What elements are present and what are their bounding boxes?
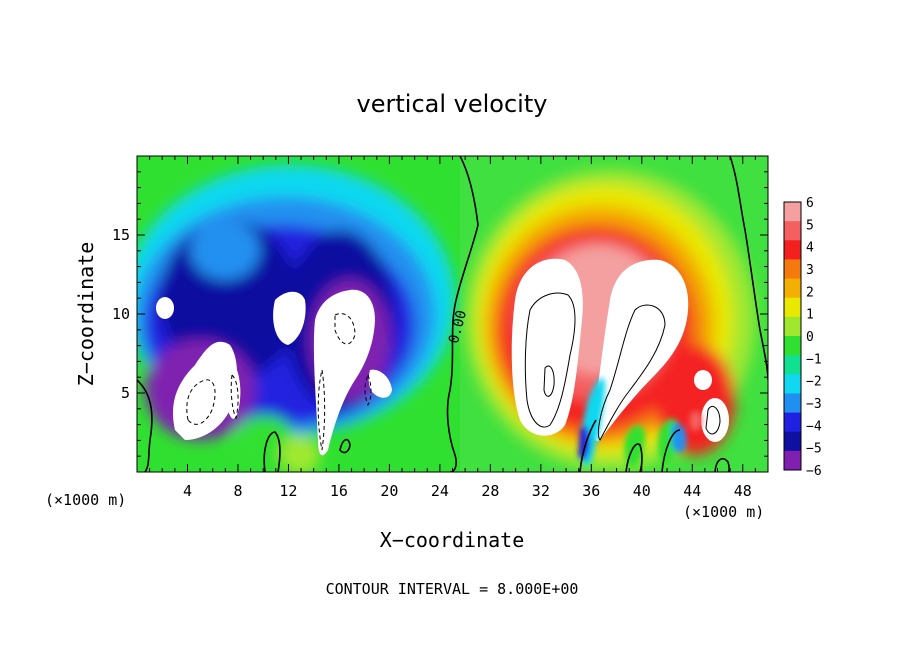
colorbar-label: −3: [806, 397, 822, 412]
x-tick-label: 28: [481, 482, 499, 500]
x-tick-label: 48: [734, 482, 752, 500]
y-tick-label: 15: [112, 226, 130, 244]
colorbar-label: 6: [806, 196, 814, 211]
colorbar-label: 2: [806, 285, 814, 300]
y-tick-label: 10: [112, 305, 130, 323]
x-tick-label: 4: [183, 482, 192, 500]
x-tick-label: 32: [532, 482, 550, 500]
x-unit-left: (×1000 m): [45, 491, 126, 509]
colorbar-swatch: [784, 412, 801, 433]
colorbar-swatch: [784, 202, 801, 222]
x-tick-label: 44: [683, 482, 701, 500]
colorbar-swatch: [784, 240, 801, 260]
y-axis: 5 10 15: [112, 171, 768, 457]
colorbar-frame: [783, 201, 802, 471]
colorbar-swatch: [784, 393, 801, 414]
colorbar-swatch: [784, 355, 801, 375]
x-tick-label: 36: [582, 482, 600, 500]
colorbar-swatch: [784, 431, 801, 452]
velocity-field: 0.00: [137, 156, 768, 472]
colorbar-swatch: [784, 450, 801, 471]
x-unit-right: (×1000 m): [683, 503, 764, 521]
colorbar-swatch: [784, 316, 801, 337]
colorbar-label: −5: [806, 442, 822, 457]
x-axis: 4 8 12 16 20 24 28 32 36 40 44 48: [149, 156, 756, 500]
x-axis-label: X−coordinate: [380, 528, 525, 552]
x-tick-label: 24: [431, 482, 449, 500]
colorbar-swatch: [784, 297, 801, 318]
x-tick-label: 16: [330, 482, 348, 500]
y-tick-label: 5: [121, 384, 130, 402]
x-tick-label: 8: [233, 482, 242, 500]
colorbar-swatch: [784, 278, 801, 299]
colorbar: 6 5 4 3 2 1 0 −1 −2 −3 −4 −5 −6: [783, 196, 822, 479]
x-tick-label: 40: [633, 482, 651, 500]
colorbar-swatch: [784, 259, 801, 280]
colorbar-label: −2: [806, 375, 822, 390]
colorbar-label: 1: [806, 308, 814, 323]
colorbar-label: 5: [806, 218, 814, 233]
colorbar-label: −4: [806, 419, 822, 434]
chart-title: vertical velocity: [357, 90, 548, 118]
x-tick-label: 20: [380, 482, 398, 500]
x-tick-label: 12: [279, 482, 297, 500]
contour-interval-text: CONTOUR INTERVAL = 8.000E+00: [326, 580, 579, 598]
colorbar-swatch: [784, 336, 801, 356]
colorbar-label: 4: [806, 241, 814, 256]
colorbar-label: −1: [806, 352, 822, 367]
colorbar-swatch: [784, 374, 801, 394]
colorbar-label: 3: [806, 263, 814, 278]
colorbar-label: −6: [806, 464, 822, 479]
colorbar-swatch: [784, 221, 801, 241]
colorbar-label: 0: [806, 330, 814, 345]
y-axis-label: Z−coordinate: [74, 242, 98, 387]
